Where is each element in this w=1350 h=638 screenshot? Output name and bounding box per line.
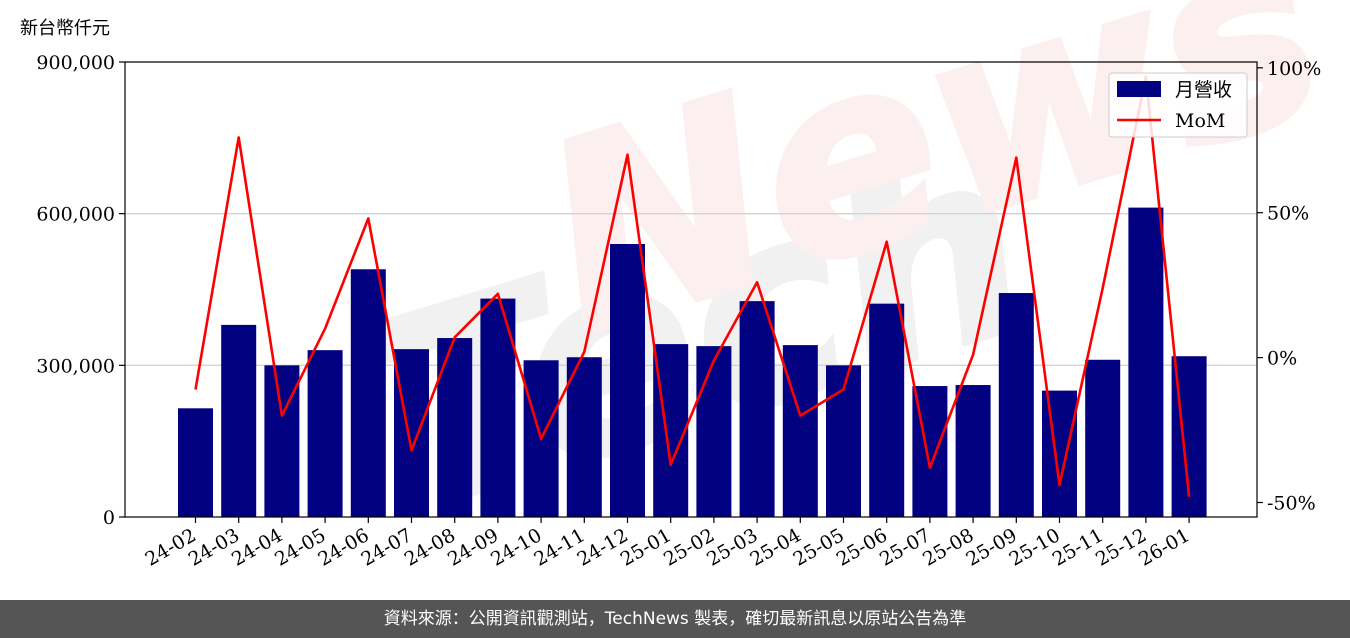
left-tick-label: 300,000 bbox=[36, 355, 115, 377]
revenue-bar bbox=[394, 349, 429, 517]
legend-label-mom: MoM bbox=[1175, 110, 1225, 132]
revenue-bar bbox=[1085, 359, 1121, 517]
legend-bar-swatch bbox=[1117, 81, 1161, 97]
technews-watermark: Tech News bbox=[338, 0, 1350, 575]
right-y-axis: -50% 0% 50% 100% bbox=[1257, 58, 1321, 515]
revenue-bar bbox=[782, 345, 818, 517]
mom-series bbox=[194, 75, 1191, 497]
revenue-bar bbox=[178, 408, 213, 517]
revenue-bar bbox=[1128, 207, 1164, 517]
plot-frame bbox=[124, 61, 1258, 518]
right-tick-label: 0% bbox=[1267, 348, 1297, 370]
right-tick-label: 50% bbox=[1267, 203, 1309, 225]
revenue-bar bbox=[869, 303, 905, 517]
mom-line bbox=[194, 75, 1191, 497]
revenue-bar bbox=[350, 269, 386, 517]
legend-label-revenue: 月營收 bbox=[1175, 79, 1232, 101]
revenue-bar bbox=[739, 301, 775, 517]
revenue-bar bbox=[955, 385, 991, 517]
revenue-bar bbox=[221, 324, 257, 517]
right-tick-label: -50% bbox=[1267, 493, 1316, 515]
revenue-bar bbox=[437, 338, 473, 517]
y-unit-label: 新台幣仟元 bbox=[20, 18, 110, 39]
revenue-bar bbox=[566, 357, 602, 517]
revenue-bar bbox=[998, 293, 1034, 517]
x-tick-label: 26-01 bbox=[1135, 524, 1193, 570]
x-axis: 24-0224-0324-0424-0524-0624-0724-0824-09… bbox=[142, 517, 1194, 571]
left-y-axis: 0 300,000 600,000 900,000 bbox=[36, 52, 125, 529]
right-tick-label: 100% bbox=[1267, 58, 1321, 80]
left-tick-label: 600,000 bbox=[36, 204, 115, 226]
revenue-bar bbox=[307, 350, 343, 517]
revenue-bar bbox=[1042, 390, 1077, 517]
revenue-chart: Tech News 0 300,000 600,000 900,000 -50% 0% 5… bbox=[20, 0, 1350, 575]
revenue-bar bbox=[696, 346, 732, 517]
revenue-bar bbox=[610, 244, 645, 517]
left-tick-label: 0 bbox=[103, 507, 115, 529]
source-footer: 資料來源：公開資訊觀測站，TechNews 製表，確切最新訊息以原站公告為準 bbox=[0, 600, 1350, 638]
left-tick-label: 900,000 bbox=[36, 52, 115, 74]
bar-series bbox=[178, 207, 1207, 517]
legend: 月營收 MoM bbox=[1108, 72, 1248, 138]
